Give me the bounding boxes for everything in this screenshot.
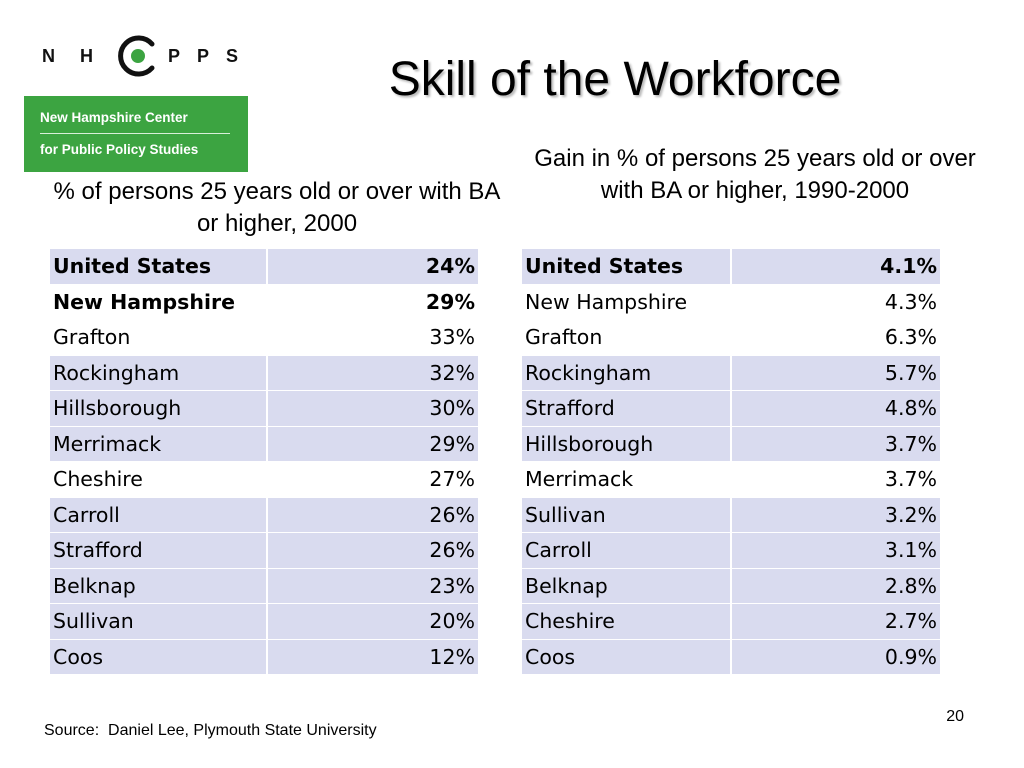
region-name-cell: Strafford <box>522 390 732 427</box>
region-name-cell: Rockingham <box>50 355 268 391</box>
logo-c-ring-icon <box>118 35 155 77</box>
logo-letter-n: N <box>42 46 55 66</box>
region-name-cell: Strafford <box>50 532 268 569</box>
value-cell: 24% <box>267 249 478 285</box>
region-name-cell: Sullivan <box>522 497 732 533</box>
value-cell: 3.7% <box>731 461 940 498</box>
nhcpps-logo: N H P P S New Hampshire Center for Publi… <box>24 16 248 172</box>
region-name-cell: New Hampshire <box>522 284 732 320</box>
region-name-cell: United States <box>50 249 268 285</box>
table-row: Grafton 33% <box>50 319 478 356</box>
table-row: Belknap 2.8% <box>522 568 940 604</box>
value-cell: 6.3% <box>731 319 940 356</box>
value-cell: 5.7% <box>731 355 940 391</box>
region-name-cell: Grafton <box>522 319 732 356</box>
logo-letter-h: H <box>80 46 93 66</box>
logo-line-1: New Hampshire Center <box>40 110 188 125</box>
table-row: Belknap 23% <box>50 568 478 604</box>
table-row: United States 4.1% <box>522 249 940 285</box>
table-row: Sullivan 3.2% <box>522 497 940 533</box>
table-row: Grafton 6.3% <box>522 319 940 356</box>
table-row: Carroll 3.1% <box>522 532 940 569</box>
table-row: Strafford 4.8% <box>522 390 940 427</box>
logo-divider <box>40 133 230 134</box>
value-cell: 4.8% <box>731 390 940 427</box>
value-cell: 4.3% <box>731 284 940 320</box>
value-cell: 30% <box>267 390 478 427</box>
value-cell: 29% <box>267 426 478 462</box>
value-cell: 23% <box>267 568 478 604</box>
region-name-cell: Carroll <box>522 532 732 569</box>
value-cell: 27% <box>267 461 478 498</box>
region-name-cell: Belknap <box>522 568 732 604</box>
left-data-table: United States 24% New Hampshire 29% Grafton 3… <box>50 249 478 675</box>
value-cell: 26% <box>267 497 478 533</box>
region-name-cell: Merrimack <box>50 426 268 462</box>
region-name-cell: Coos <box>50 639 268 675</box>
table-row: Coos 12% <box>50 639 478 675</box>
table-row: Sullivan 20% <box>50 603 478 640</box>
region-name-cell: Coos <box>522 639 732 675</box>
logo-wordmark: N H P P S <box>24 16 248 96</box>
logo-banner: New Hampshire Center for Public Policy S… <box>24 96 248 172</box>
value-cell: 33% <box>267 319 478 356</box>
value-cell: 29% <box>267 284 478 320</box>
table-row: Cheshire 27% <box>50 461 478 498</box>
value-cell: 3.1% <box>731 532 940 569</box>
value-cell: 32% <box>267 355 478 391</box>
value-cell: 0.9% <box>731 639 940 675</box>
value-cell: 4.1% <box>731 249 940 285</box>
table-row: Strafford 26% <box>50 532 478 569</box>
table-row: Rockingham 32% <box>50 355 478 391</box>
table-row: Merrimack 29% <box>50 426 478 462</box>
region-name-cell: Cheshire <box>522 603 732 640</box>
value-cell: 12% <box>267 639 478 675</box>
region-name-cell: Merrimack <box>522 461 732 498</box>
region-name-cell: Rockingham <box>522 355 732 391</box>
table-row: New Hampshire 29% <box>50 284 478 320</box>
table-row: Carroll 26% <box>50 497 478 533</box>
value-cell: 20% <box>267 603 478 640</box>
region-name-cell: Cheshire <box>50 461 268 498</box>
source-note: Source: Daniel Lee, Plymouth State Unive… <box>44 722 377 739</box>
region-name-cell: Belknap <box>50 568 268 604</box>
value-cell: 3.7% <box>731 426 940 462</box>
table-row: United States 24% <box>50 249 478 285</box>
region-name-cell: Hillsborough <box>522 426 732 462</box>
value-cell: 3.2% <box>731 497 940 533</box>
table-row: Coos 0.9% <box>522 639 940 675</box>
logo-letter-p1: P <box>168 46 181 66</box>
logo-letter-p2: P <box>197 46 210 66</box>
logo-letter-s: S <box>226 46 239 66</box>
table-row: Merrimack 3.7% <box>522 461 940 498</box>
table-row: New Hampshire 4.3% <box>522 284 940 320</box>
right-table-caption: Gain in % of persons 25 years old or ove… <box>534 145 976 204</box>
region-name-cell: New Hampshire <box>50 284 268 320</box>
table-row: Hillsborough 30% <box>50 390 478 427</box>
value-cell: 26% <box>267 532 478 569</box>
right-data-table: United States 4.1% New Hampshire 4.3% Grafto… <box>522 249 940 675</box>
region-name-cell: United States <box>522 249 732 285</box>
table-row: Rockingham 5.7% <box>522 355 940 391</box>
table-row: Hillsborough 3.7% <box>522 426 940 462</box>
region-name-cell: Carroll <box>50 497 268 533</box>
left-table-caption: % of persons 25 years old or over with B… <box>53 178 501 237</box>
value-cell: 2.8% <box>731 568 940 604</box>
page-number: 20 <box>946 708 964 725</box>
slide-title: Skill of the Workforce <box>388 53 842 106</box>
table-row: Cheshire 2.7% <box>522 603 940 640</box>
value-cell: 2.7% <box>731 603 940 640</box>
region-name-cell: Hillsborough <box>50 390 268 427</box>
logo-line-2: for Public Policy Studies <box>40 142 199 157</box>
region-name-cell: Sullivan <box>50 603 268 640</box>
region-name-cell: Grafton <box>50 319 268 356</box>
